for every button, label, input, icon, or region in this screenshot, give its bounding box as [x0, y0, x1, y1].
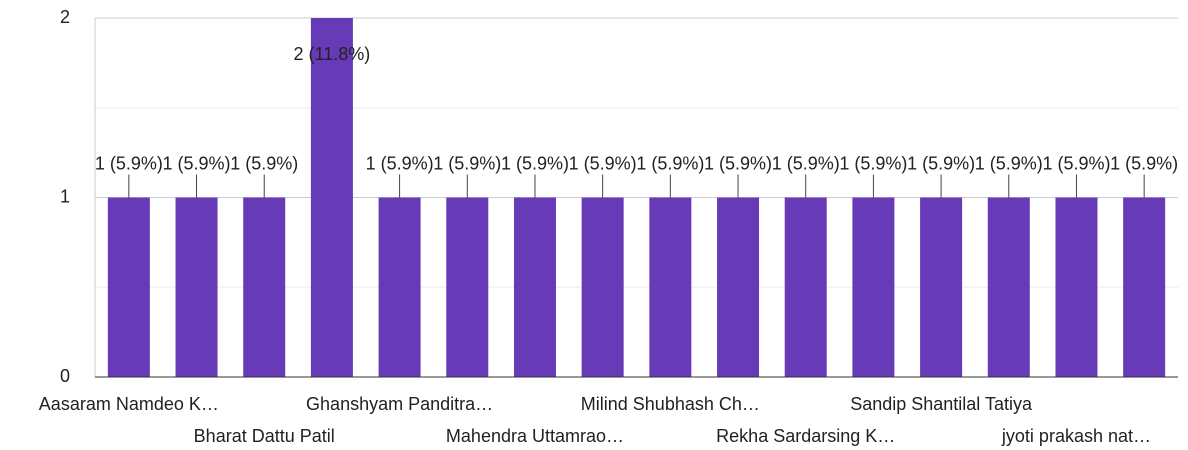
- bar: [310, 18, 353, 377]
- value-label: 1 (5.9%): [366, 153, 434, 173]
- bar: [378, 197, 421, 377]
- y-tick-label: 0: [60, 366, 70, 386]
- bar: [1123, 197, 1166, 377]
- y-tick-label: 1: [60, 186, 70, 206]
- bar: [243, 197, 286, 377]
- bar: [852, 197, 895, 377]
- bar: [581, 197, 624, 377]
- x-tick-label: Aasaram Namdeo K…: [39, 394, 219, 414]
- bar: [784, 197, 827, 377]
- x-tick-label: Bharat Dattu Patil: [194, 426, 335, 446]
- bar: [513, 197, 556, 377]
- x-tick-label: Ghanshyam Panditra…: [306, 394, 493, 414]
- value-label: 1 (5.9%): [1110, 153, 1178, 173]
- bar: [920, 197, 963, 377]
- x-tick-label: Sandip Shantilal Tatiya: [850, 394, 1033, 414]
- value-label: 1 (5.9%): [433, 153, 501, 173]
- value-label: 1 (5.9%): [772, 153, 840, 173]
- bar: [175, 197, 218, 377]
- x-tick-label: jyoti prakash nat…: [1001, 426, 1151, 446]
- value-label: 1 (5.9%): [907, 153, 975, 173]
- value-label: 1 (5.9%): [501, 153, 569, 173]
- value-label: 1 (5.9%): [636, 153, 704, 173]
- value-label: 1 (5.9%): [1042, 153, 1110, 173]
- x-tick-label: Rekha Sardarsing K…: [716, 426, 895, 446]
- bar: [987, 197, 1030, 377]
- bar: [1055, 197, 1098, 377]
- value-label: 1 (5.9%): [95, 153, 163, 173]
- value-label: 1 (5.9%): [975, 153, 1043, 173]
- y-tick-label: 2: [60, 7, 70, 27]
- value-label: 1 (5.9%): [839, 153, 907, 173]
- bar: [107, 197, 150, 377]
- bar: [649, 197, 692, 377]
- value-label: 1 (5.9%): [163, 153, 231, 173]
- value-label: 1 (5.9%): [704, 153, 772, 173]
- value-label: 1 (5.9%): [230, 153, 298, 173]
- value-label: 1 (5.9%): [569, 153, 637, 173]
- x-tick-label: Milind Shubhash Ch…: [581, 394, 760, 414]
- x-tick-label: Mahendra Uttamrao…: [446, 426, 624, 446]
- bar: [446, 197, 489, 377]
- value-label: 2 (11.8%): [294, 44, 371, 64]
- bar: [717, 197, 760, 377]
